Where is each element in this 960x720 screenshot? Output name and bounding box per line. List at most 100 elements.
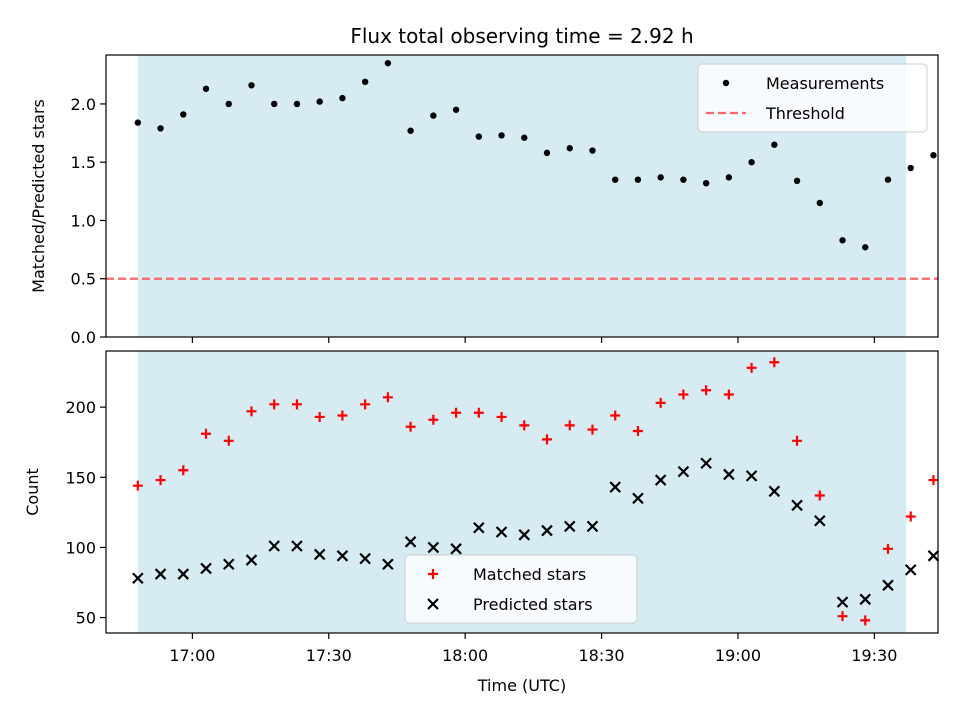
data-point: [748, 159, 755, 166]
data-point: [427, 541, 440, 554]
data-point: [430, 112, 437, 119]
x-tick-label: 19:30: [851, 646, 897, 665]
bottom-y-axis-label: Count: [23, 468, 42, 516]
data-point: [655, 397, 666, 408]
data-point: [882, 543, 893, 554]
data-point: [291, 540, 303, 552]
data-point: [157, 125, 164, 132]
data-point: [473, 407, 484, 418]
data-point: [450, 543, 462, 555]
data-point: [360, 399, 371, 410]
data-point: [316, 98, 323, 105]
data-point: [314, 411, 325, 422]
bottom-panel: 50 100 150 200 17:00 17:30 18:00 18:30 19:00 19:3…: [65, 350, 940, 665]
legend-label: Threshold: [765, 104, 845, 123]
x-tick-label: 17:00: [169, 646, 215, 665]
data-point: [134, 119, 142, 126]
top-panel: 0.0 0.5 1.0 1.5 2.0 Measurements Threshold: [71, 54, 939, 347]
data-point: [771, 141, 778, 148]
data-point: [746, 362, 757, 373]
data-point: [723, 389, 734, 400]
legend: Matched stars Predicted stars: [404, 554, 638, 624]
data-point: [904, 564, 917, 576]
data-point: [793, 177, 801, 185]
data-point: [816, 199, 823, 207]
data-point: [678, 389, 689, 400]
data-point: [837, 611, 848, 622]
data-point: [632, 425, 643, 436]
data-point: [407, 127, 414, 134]
data-point: [543, 149, 551, 157]
y-tick-label: 0.5: [71, 270, 96, 289]
data-point: [405, 421, 416, 432]
data-point: [860, 615, 871, 626]
data-point: [519, 420, 530, 431]
legend-box: [404, 554, 638, 624]
data-point: [792, 435, 803, 446]
data-point: [222, 558, 235, 571]
x-tick-label: 18:30: [579, 646, 625, 665]
series-matched-stars: [132, 357, 939, 626]
data-point: [293, 100, 301, 108]
data-point: [541, 524, 553, 537]
data-point: [382, 558, 394, 571]
data-point: [677, 465, 690, 478]
data-point: [882, 579, 894, 592]
data-point: [200, 562, 212, 575]
data-point: [496, 411, 507, 422]
x-axis-label: Time (UTC): [477, 676, 566, 695]
data-point: [313, 548, 326, 561]
data-point: [475, 133, 483, 140]
data-point: [907, 164, 914, 172]
data-point: [473, 521, 485, 534]
x-tick-label: 19:00: [715, 646, 761, 665]
data-point: [178, 465, 189, 476]
data-point: [905, 511, 916, 522]
data-point: [337, 410, 348, 421]
data-point: [586, 520, 599, 533]
y-tick-label: 1.5: [71, 153, 96, 172]
plot-frame: [105, 350, 939, 634]
data-point: [566, 145, 573, 152]
data-point: [657, 174, 664, 181]
data-point: [701, 385, 712, 396]
data-point: [269, 399, 280, 410]
data-point: [723, 468, 735, 481]
legend-label: Matched stars: [473, 565, 586, 584]
chart-title: Flux total observing time = 2.92 h: [350, 24, 693, 48]
data-point: [154, 568, 167, 580]
legend-label: Predicted stars: [473, 595, 593, 614]
plot-frame: [105, 54, 939, 338]
data-point: [495, 526, 508, 538]
series-predicted-stars: [132, 457, 940, 608]
y-tick-label: 2.0: [71, 95, 96, 114]
data-point: [225, 100, 232, 108]
data-point: [268, 540, 280, 552]
data-point: [634, 176, 642, 183]
data-point: [680, 176, 687, 183]
data-point: [859, 593, 872, 606]
y-tick-label: 1.0: [71, 211, 96, 230]
legend-marker: [428, 569, 438, 579]
data-point: [246, 406, 257, 417]
data-point: [927, 550, 940, 562]
x-tick-label: 17:30: [306, 646, 352, 665]
data-point: [587, 424, 598, 435]
data-point: [589, 147, 596, 154]
data-point: [791, 499, 803, 512]
data-point: [928, 475, 939, 486]
data-point: [202, 85, 210, 92]
series-measurements: [134, 59, 937, 251]
y-tick-label: 100: [65, 538, 96, 557]
legend-marker: [427, 598, 439, 610]
data-point: [384, 59, 392, 67]
data-point: [518, 529, 531, 541]
y-tick-label: 150: [65, 468, 96, 487]
data-point: [271, 100, 278, 108]
legend-marker: [722, 79, 730, 87]
data-point: [201, 428, 212, 439]
data-point: [745, 470, 758, 482]
data-point: [359, 552, 371, 565]
data-point: [654, 474, 667, 486]
data-point: [862, 244, 869, 251]
